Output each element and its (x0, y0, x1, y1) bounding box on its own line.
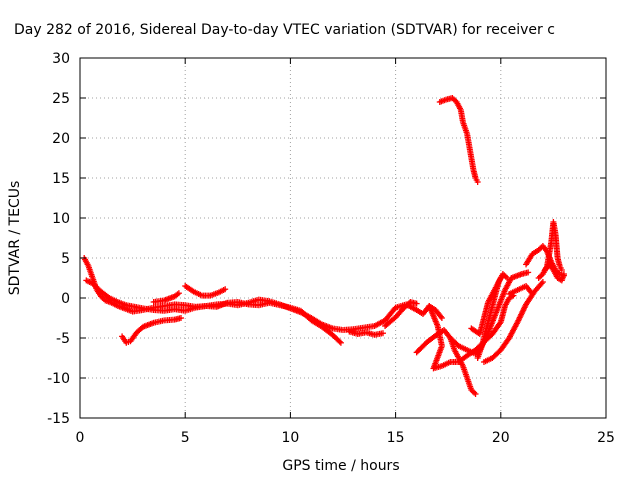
data-point (560, 271, 567, 277)
data-point (336, 338, 343, 345)
y-tick-label: -15 (47, 411, 70, 427)
data-point (528, 289, 535, 296)
data-point (504, 275, 511, 281)
x-tick-label: 0 (76, 430, 85, 446)
data-point (539, 279, 546, 285)
x-axis-label: GPS time / hours (282, 458, 399, 474)
data-point (379, 330, 386, 337)
x-axis-ticks: 0 5 10 15 20 25 (76, 58, 615, 446)
data-point (437, 313, 444, 320)
x-tick-label: 20 (492, 430, 510, 446)
x-tick-label: 25 (597, 430, 615, 446)
data-point (177, 315, 184, 321)
y-tick-label: 10 (52, 211, 70, 227)
y-axis-label: SDTVAR / TECUs (7, 181, 23, 296)
gridlines (80, 58, 606, 418)
x-tick-label: 10 (281, 430, 299, 446)
y-tick-label: 5 (61, 251, 70, 267)
data-points (81, 95, 567, 397)
data-point (222, 286, 229, 293)
chart-title: Day 282 of 2016, Sidereal Day-to-day VTE… (14, 22, 555, 38)
y-tick-label: 0 (61, 291, 70, 307)
y-tick-label: 20 (52, 131, 70, 147)
x-tick-label: 5 (181, 430, 190, 446)
y-axis-ticks: -15 -10 -5 0 5 10 15 20 25 30 (47, 51, 606, 427)
y-tick-label: 25 (52, 91, 70, 107)
data-point (472, 391, 479, 397)
y-tick-label: -5 (56, 331, 70, 347)
data-point (529, 291, 536, 297)
y-tick-label: 30 (52, 51, 70, 67)
y-tick-label: -10 (47, 371, 70, 387)
data-point (337, 339, 344, 346)
data-point (525, 269, 532, 276)
data-point (558, 267, 565, 273)
data-point (474, 179, 481, 185)
data-point (175, 290, 182, 297)
x-tick-label: 15 (387, 430, 405, 446)
y-tick-label: 15 (52, 171, 70, 187)
plot-frame (79, 57, 607, 419)
data-point (413, 300, 420, 307)
data-point (438, 315, 445, 321)
